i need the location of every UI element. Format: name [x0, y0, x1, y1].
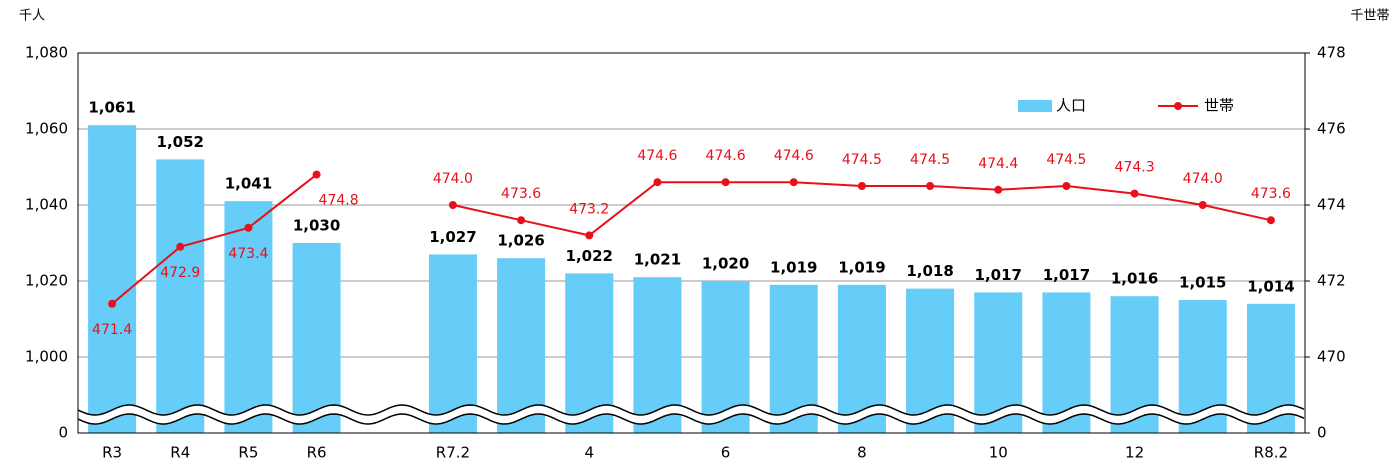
line-value-label: 474.5	[1046, 152, 1086, 168]
bar-value-label: 1,014	[1247, 277, 1294, 295]
x-tick-label: R7.2	[436, 444, 470, 462]
y2-tick-label: 474	[1317, 196, 1346, 214]
bar-value-label: 1,016	[1111, 270, 1158, 288]
y2-tick-label: 470	[1317, 348, 1346, 366]
line-value-label: 474.6	[637, 148, 677, 164]
line-point	[585, 231, 594, 240]
bar-value-label: 1,019	[770, 258, 817, 276]
bar-value-label: 1,026	[497, 232, 544, 250]
y2-unit: 千世帯	[1350, 9, 1389, 24]
line-point	[994, 185, 1003, 194]
line-value-label: 472.9	[160, 265, 200, 281]
line-point	[517, 216, 526, 225]
y2-tick-label: 0	[1317, 424, 1327, 442]
bar	[292, 243, 341, 433]
bar-value-label: 1,018	[906, 262, 953, 280]
line-point	[244, 223, 253, 232]
line-point	[1198, 201, 1207, 209]
line-value-label: 473.6	[501, 186, 541, 202]
x-tick-label: 6	[721, 444, 731, 462]
line-point	[721, 178, 730, 187]
line-value-label: 474.8	[319, 193, 359, 209]
bar-value-label: 1,052	[157, 133, 204, 151]
line-value-label: 474.0	[1183, 171, 1223, 187]
bar	[88, 125, 137, 433]
line-point	[448, 201, 457, 209]
line-value-label: 474.5	[842, 152, 882, 168]
bar-value-label: 1,022	[566, 247, 613, 265]
legend-swatch	[1174, 102, 1182, 110]
legend-label: 人口	[1056, 97, 1086, 115]
y2-tick-label: 472	[1317, 272, 1346, 290]
line-value-label: 474.3	[1115, 160, 1155, 176]
line-value-label: 471.4	[92, 322, 132, 338]
x-tick-label: 10	[989, 444, 1008, 462]
y-tick-label: 0	[58, 424, 68, 442]
bar-value-label: 1,021	[634, 251, 681, 269]
bar-value-label: 1,017	[975, 266, 1022, 284]
line-value-label: 473.4	[228, 246, 268, 262]
line-value-label: 474.6	[774, 148, 814, 164]
plot-border	[77, 52, 1306, 434]
x-tick-label: R6	[307, 444, 327, 462]
line-value-label: 474.4	[978, 156, 1018, 172]
line-point	[312, 170, 321, 179]
x-tick-label: R5	[238, 444, 258, 462]
bar-value-label: 1,027	[429, 228, 476, 246]
line-point	[176, 242, 185, 251]
bar-value-label: 1,061	[88, 99, 135, 117]
y-tick-label: 1,040	[25, 196, 68, 214]
line-value-label: 474.6	[706, 148, 746, 164]
line-point	[789, 178, 798, 187]
line-value-label: 473.2	[569, 201, 609, 217]
bar-value-label: 1,017	[1043, 266, 1090, 284]
line-value-label: 474.0	[433, 171, 473, 187]
x-tick-label: R4	[170, 444, 190, 462]
line-point	[1130, 189, 1139, 198]
axis-break-line	[77, 413, 1305, 425]
bar	[497, 258, 546, 433]
bar-value-label: 1,041	[225, 175, 272, 193]
line-value-label: 473.6	[1251, 186, 1291, 202]
x-tick-label: R8.2	[1254, 444, 1288, 462]
bar	[156, 159, 205, 433]
legend-label: 世帯	[1204, 97, 1234, 115]
y2-tick-label: 478	[1317, 44, 1346, 62]
line	[111, 173, 318, 305]
bar-value-label: 1,019	[838, 258, 885, 276]
axis-break-line	[77, 404, 1305, 416]
y-tick-label: 1,020	[25, 272, 68, 290]
y-tick-label: 1,080	[25, 44, 68, 62]
line-point	[1266, 216, 1275, 225]
line-value-label: 474.5	[910, 152, 950, 168]
x-tick-label: 8	[857, 444, 867, 462]
bar-value-label: 1,030	[293, 217, 340, 235]
x-tick-label: 12	[1125, 444, 1144, 462]
legend-swatch	[1018, 100, 1052, 112]
x-tick-label: R3	[102, 444, 122, 462]
y-unit: 千人	[19, 9, 45, 24]
bar-value-label: 1,015	[1179, 274, 1226, 292]
line-point	[653, 178, 662, 187]
line-point	[108, 299, 117, 308]
line-point	[1062, 182, 1071, 190]
y-tick-label: 1,060	[25, 120, 68, 138]
y2-tick-label: 476	[1317, 120, 1346, 138]
y-tick-label: 1,000	[25, 348, 68, 366]
bar	[428, 254, 477, 433]
x-tick-label: 4	[584, 444, 594, 462]
axis-break-fill	[78, 405, 1305, 424]
line-point	[857, 182, 866, 190]
bar-value-label: 1,020	[702, 255, 749, 273]
line-point	[926, 182, 935, 190]
bar	[224, 201, 273, 433]
